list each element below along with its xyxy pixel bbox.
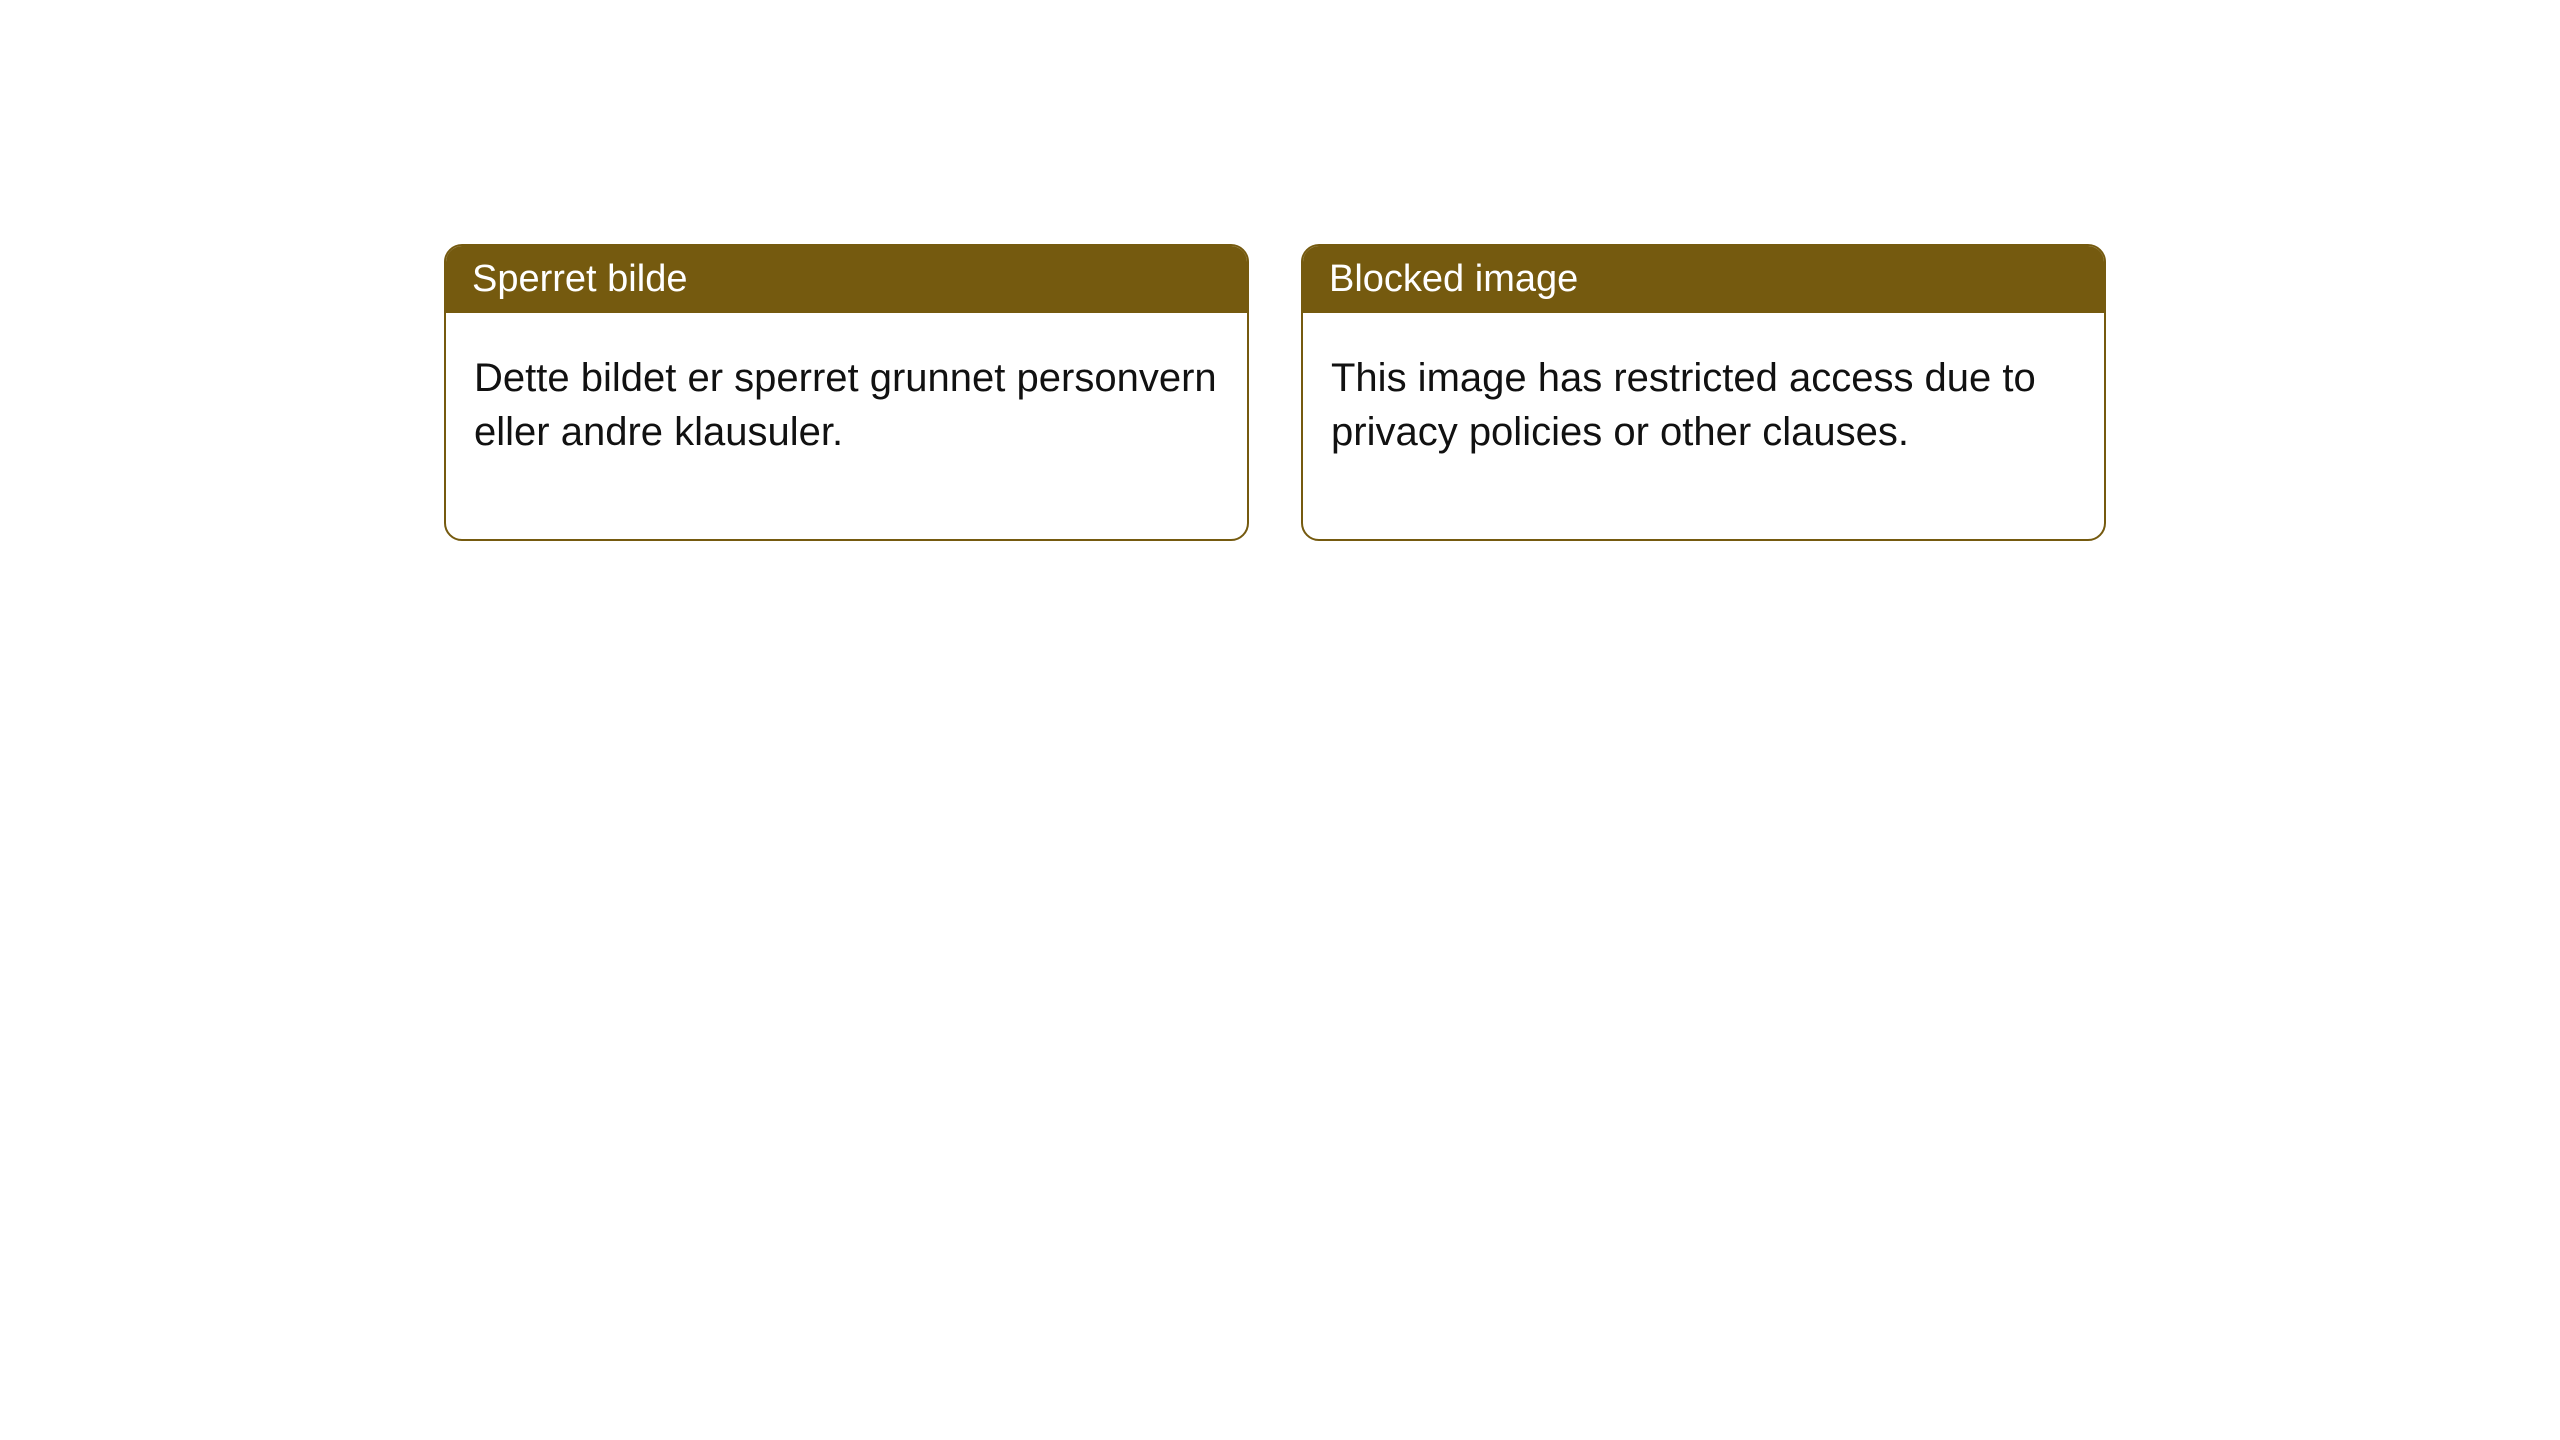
card-title: Blocked image bbox=[1303, 246, 2104, 313]
notice-card-english: Blocked image This image has restricted … bbox=[1301, 244, 2106, 541]
notice-card-norwegian: Sperret bilde Dette bildet er sperret gr… bbox=[444, 244, 1249, 541]
card-title: Sperret bilde bbox=[446, 246, 1247, 313]
notice-cards-container: Sperret bilde Dette bildet er sperret gr… bbox=[444, 244, 2106, 541]
card-body: Dette bildet er sperret grunnet personve… bbox=[446, 313, 1247, 539]
card-body: This image has restricted access due to … bbox=[1303, 313, 2104, 539]
